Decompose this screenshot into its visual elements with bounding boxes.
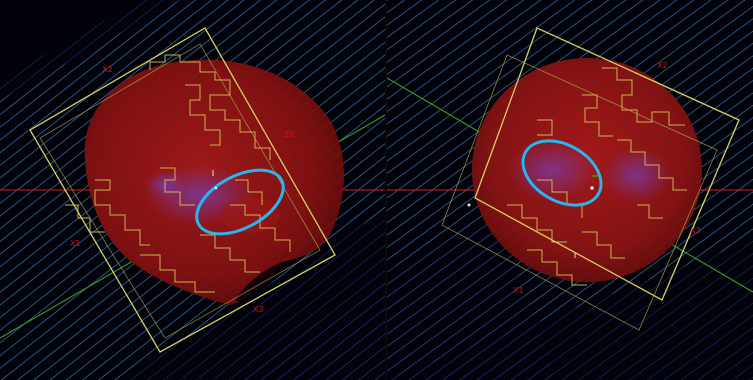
selection-ellipse[interactable]: [512, 128, 613, 218]
orientation-label-side: X3: [690, 226, 701, 235]
right-3d-viewport[interactable]: X2 X3 X1: [387, 0, 753, 380]
slab-bounding-box[interactable]: [474, 27, 740, 301]
orientation-label-top: X2: [657, 61, 668, 70]
left-3d-viewport[interactable]: X2 Z6 X1 X3: [0, 0, 385, 380]
selection-ellipse[interactable]: [186, 157, 293, 247]
panel-divider: [385, 0, 387, 380]
left-render-canvas[interactable]: [0, 0, 385, 380]
right-render-canvas[interactable]: [387, 0, 753, 380]
orientation-label-top: X2: [102, 65, 113, 74]
orientation-label-side: Z6: [284, 130, 295, 139]
orientation-label-bottom: X3: [253, 305, 264, 314]
slab-bounding-box[interactable]: [29, 27, 336, 353]
brain-volume-render: [472, 58, 702, 282]
orientation-label-left: X1: [70, 239, 81, 248]
roi-outline: [65, 54, 291, 293]
orientation-label-bottom: X1: [513, 286, 524, 295]
